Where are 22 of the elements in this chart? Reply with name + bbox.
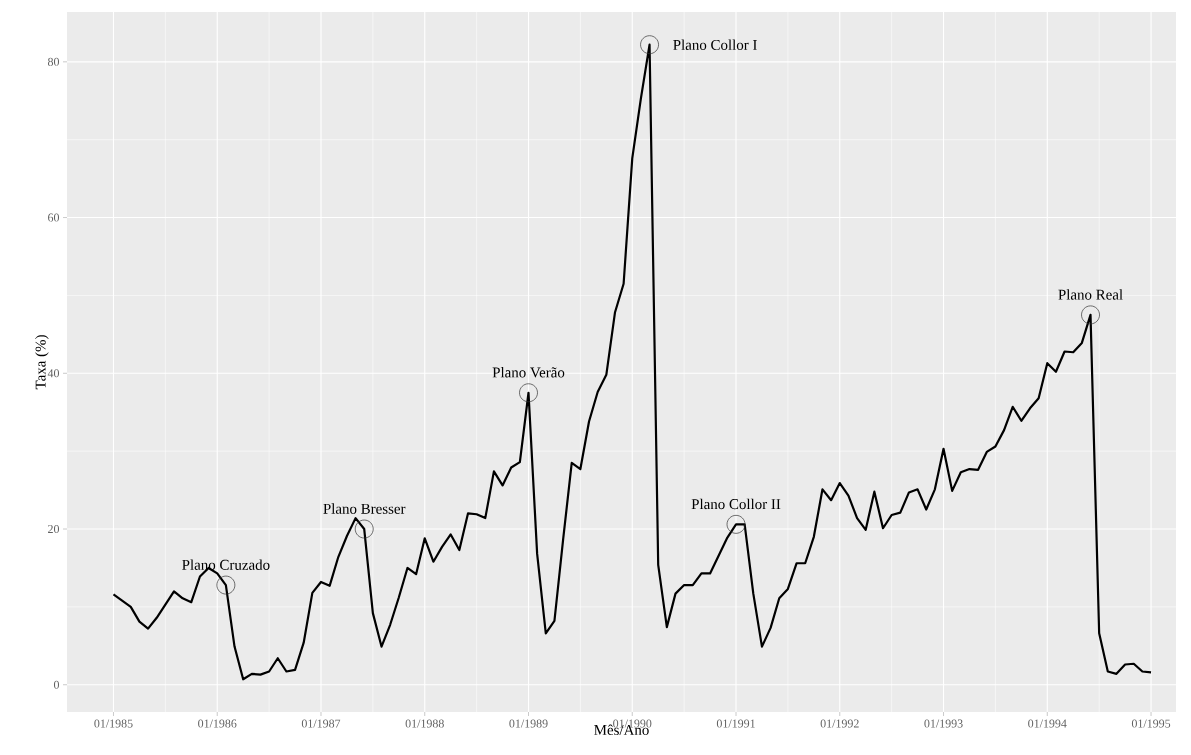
annotation: Plano Collor II [691,498,781,510]
x-tick-label: 01/1988 [405,719,444,728]
y-tick-label: 40 [47,369,60,378]
y-tick-label: 0 [53,680,60,689]
y-tick-label: 80 [47,57,60,66]
annotation: Plano Verão [492,366,565,378]
annotation: Plano Bresser [323,503,406,514]
y-tick-label: 60 [48,213,60,222]
x-tick-label: 01/1989 [509,719,548,728]
x-tick-label: 01/1987 [301,719,341,728]
annotation: Plano Collor I [673,39,757,50]
y-axis-title: Taxa (%) [35,335,49,390]
x-tick-label: 01/1986 [198,719,237,728]
x-tick-label: 01/1992 [820,719,859,728]
annotation: Plano Cruzado [182,559,270,570]
x-tick-label: 01/1993 [924,719,963,728]
x-tick-label: 01/1991 [716,719,755,728]
x-tick-label: 01/1994 [1028,719,1067,728]
x-tick-label: 01/1995 [1131,719,1171,728]
y-tick-label: 20 [48,524,60,534]
annotation: Plano Real [1058,289,1123,300]
x-tick-label: 01/1985 [94,719,133,728]
